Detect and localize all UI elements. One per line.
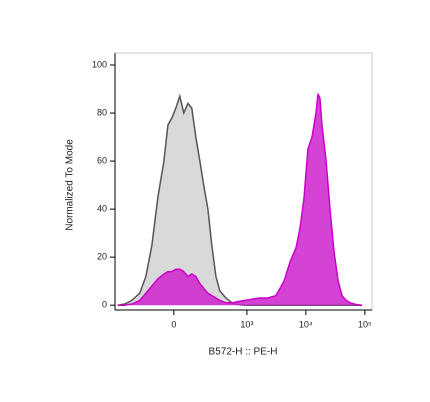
area-fill: [117, 93, 363, 306]
x-tick-label: 10⁴: [299, 319, 313, 329]
x-axis-label: B572-H :: PE-H: [209, 347, 278, 358]
area-outline: [117, 93, 363, 306]
x-tick-label: 10⁵: [358, 319, 372, 329]
y-tick-label: 0: [102, 300, 107, 310]
y-tick-label: 20: [97, 252, 107, 262]
y-tick-label: 40: [97, 203, 107, 213]
area-fill: [117, 96, 363, 306]
y-tick-label: 60: [97, 155, 107, 165]
x-tick-label: 10³: [240, 319, 253, 329]
y-tick-label: 80: [97, 107, 107, 117]
y-axis-label: Normalized To Mode: [65, 139, 76, 231]
x-tick-label: 0: [171, 319, 176, 329]
y-tick-label: 100: [92, 59, 107, 69]
